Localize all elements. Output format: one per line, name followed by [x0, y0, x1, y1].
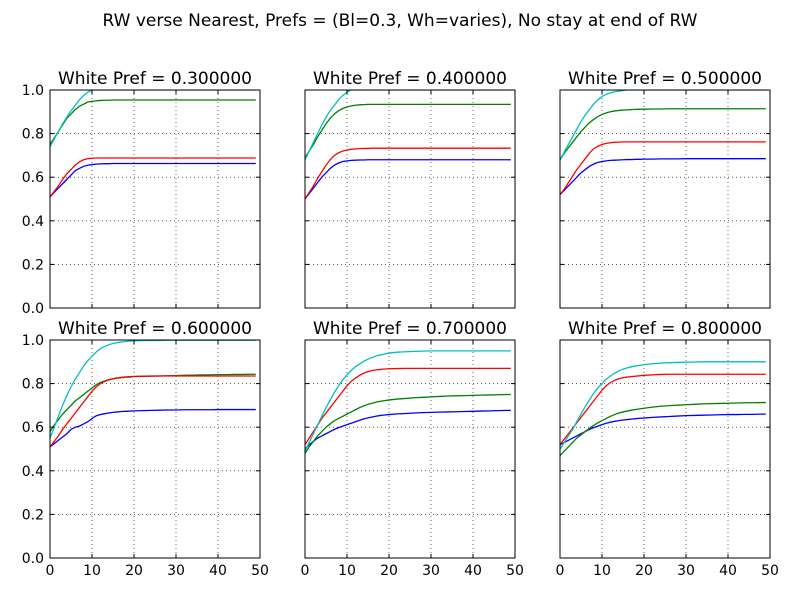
x-tick-label: 40: [719, 563, 737, 579]
series-line-2: [305, 147, 511, 200]
series-line-2: [50, 373, 256, 432]
figure-suptitle: RW verse Nearest, Prefs = (Bl=0.3, Wh=va…: [103, 11, 698, 31]
x-tick-label: 10: [593, 563, 611, 579]
x-tick-label: 50: [506, 563, 524, 579]
series-line-1: [305, 409, 511, 450]
series-line-1: [50, 162, 256, 198]
subplot-6: White Pref = 0.800000 0 10 20 30 40 50: [556, 319, 779, 579]
x-tick-label: 50: [251, 563, 269, 579]
axes-frame: [49, 89, 261, 309]
y-tick-label: 0.0: [22, 301, 44, 317]
x-tick-label: 40: [209, 563, 227, 579]
y-tick-label: 0.4: [22, 214, 44, 230]
series-line-3: [560, 373, 766, 446]
x-tick-label: 20: [125, 563, 143, 579]
series-line-1: [560, 413, 766, 446]
x-tick-label: 0: [301, 563, 310, 579]
subplot-title: White Pref = 0.300000: [58, 69, 252, 89]
series-line-3: [560, 108, 766, 161]
series-line-3: [305, 367, 511, 445]
subplot-2: White Pref = 0.400000: [304, 69, 516, 309]
y-tick-label: 1.0: [22, 333, 44, 349]
x-tick-label: 30: [422, 563, 440, 579]
axes-frame: [304, 89, 516, 309]
y-tick-label: 0.0: [22, 551, 44, 567]
x-tick-label: 0: [46, 563, 55, 579]
x-tick-label: 30: [677, 563, 695, 579]
series-line-3: [305, 103, 511, 158]
y-tick-label: 0.8: [22, 127, 44, 143]
series-line-4: [50, 90, 256, 147]
series-line-2: [305, 393, 511, 454]
subplot-title: White Pref = 0.700000: [313, 319, 507, 339]
series-line-1: [305, 159, 511, 200]
x-tick-label: 10: [338, 563, 356, 579]
y-tick-label: 0.4: [22, 464, 44, 480]
series-line-4: [50, 340, 256, 439]
x-tick-label: 20: [380, 563, 398, 579]
axes-frame: [559, 339, 771, 559]
series-line-4: [305, 350, 511, 452]
y-tick-label: 0.2: [22, 507, 44, 523]
series-group: [560, 90, 766, 196]
series-group: [50, 340, 256, 448]
subplot-3: White Pref = 0.500000: [559, 69, 771, 309]
y-tick-label: 0.2: [22, 257, 44, 273]
series-line-4: [560, 361, 766, 450]
y-tick-label: 1.0: [22, 83, 44, 99]
series-line-2: [560, 141, 766, 196]
x-tick-label: 50: [761, 563, 779, 579]
subplot-title: White Pref = 0.400000: [313, 69, 507, 89]
y-tick-label: 0.6: [22, 170, 44, 186]
x-tick-label: 10: [83, 563, 101, 579]
series-line-4: [305, 90, 511, 161]
axes-frame: [49, 339, 261, 559]
y-tick-label: 0.8: [22, 377, 44, 393]
series-line-3: [50, 99, 256, 145]
series-line-2: [50, 157, 256, 198]
series-group: [305, 90, 511, 200]
y-tick-label: 0.6: [22, 420, 44, 436]
subplot-1: White Pref = 0.300000 0.0 0.2 0.4 0.6 0.8 1.0: [22, 69, 261, 317]
series-line-3: [50, 375, 256, 448]
series-line-2: [560, 401, 766, 456]
subplot-title: White Pref = 0.600000: [58, 319, 252, 339]
series-group: [50, 90, 256, 198]
subplot-4: White Pref = 0.600000 0 10 20 30 40 50 0.0 0.2 0.…: [22, 319, 269, 579]
series-group: [305, 350, 511, 454]
series-line-1: [50, 408, 256, 448]
x-tick-label: 0: [556, 563, 565, 579]
subplot-title: White Pref = 0.500000: [568, 69, 762, 89]
subplot-title: White Pref = 0.800000: [568, 319, 762, 339]
series-line-1: [560, 158, 766, 196]
subplot-grid: White Pref = 0.3000000.00.20.40.60.81.0W…: [22, 69, 779, 579]
x-tick-label: 40: [464, 563, 482, 579]
axes-frame: [559, 89, 771, 309]
series-group: [560, 361, 766, 456]
subplot-5: White Pref = 0.700000 0 10 20 30 40 50: [301, 319, 524, 579]
series-line-4: [560, 90, 766, 161]
x-tick-label: 20: [635, 563, 653, 579]
axes-frame: [304, 339, 516, 559]
x-tick-label: 30: [167, 563, 185, 579]
